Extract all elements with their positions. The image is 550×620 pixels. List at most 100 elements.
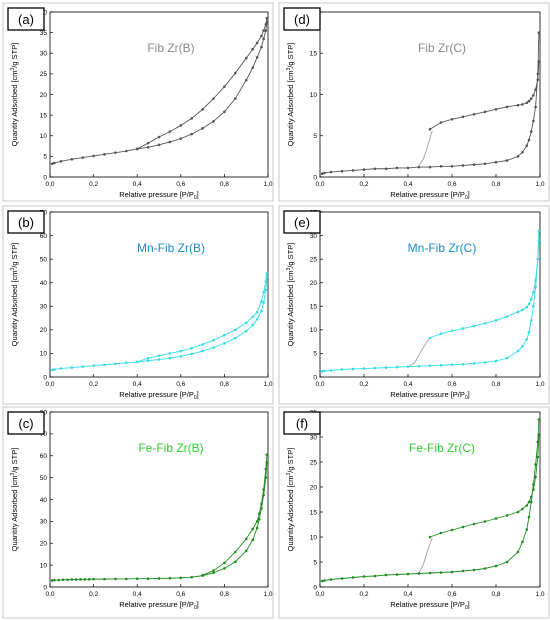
data-point xyxy=(537,60,541,63)
y-tick-label: 20 xyxy=(40,541,48,548)
data-point xyxy=(351,576,355,579)
data-point xyxy=(439,363,443,367)
data-point xyxy=(157,143,161,147)
data-point xyxy=(483,520,487,523)
y-tick-label: 0 xyxy=(43,374,47,381)
y-axis-label: Quantity Adsorbed [cm3/g STP] xyxy=(286,243,295,347)
data-point xyxy=(61,578,65,582)
data-point xyxy=(223,85,226,88)
data-point xyxy=(450,363,454,367)
y-tick-label: 30 xyxy=(310,434,318,441)
data-point xyxy=(262,29,265,32)
data-point xyxy=(262,290,265,294)
data-point xyxy=(373,574,377,578)
data-point xyxy=(439,164,443,168)
data-point xyxy=(146,356,150,360)
data-point xyxy=(483,162,487,166)
data-point xyxy=(516,550,520,554)
data-point xyxy=(264,288,268,292)
data-point xyxy=(428,336,432,340)
data-point xyxy=(251,538,255,542)
data-point xyxy=(516,310,520,314)
data-point xyxy=(417,165,421,169)
data-point xyxy=(223,341,226,345)
data-point xyxy=(234,97,237,100)
data-point xyxy=(244,56,248,60)
data-point xyxy=(234,560,237,564)
data-point xyxy=(81,365,84,368)
chart-title: Fib Zr(C) xyxy=(418,41,466,55)
data-point xyxy=(450,164,454,168)
data-point xyxy=(212,338,215,342)
x-tick-label: 0,0 xyxy=(315,181,324,188)
data-point xyxy=(320,370,324,373)
data-point xyxy=(53,578,56,582)
data-point xyxy=(516,510,520,514)
y-tick-label: 10 xyxy=(310,534,318,541)
data-point xyxy=(168,576,172,580)
data-point xyxy=(190,346,193,350)
data-point xyxy=(146,146,150,149)
y-tick-label: 20 xyxy=(310,484,318,491)
y-tick-label: 0 xyxy=(313,584,317,591)
data-point xyxy=(395,573,399,576)
y-tick-label: 40 xyxy=(40,280,48,287)
data-point xyxy=(439,332,443,335)
x-tick-label: 0,8 xyxy=(220,381,229,388)
data-point xyxy=(234,71,237,75)
data-point xyxy=(472,522,476,526)
x-axis-label: Relative pressure [P/P0] xyxy=(390,600,470,611)
x-tick-label: 0,0 xyxy=(315,591,324,598)
x-tick-label: 0,0 xyxy=(45,181,54,188)
data-point xyxy=(340,368,344,371)
data-point xyxy=(264,23,268,26)
data-point xyxy=(212,346,215,349)
panel-label: (a) xyxy=(18,12,34,27)
data-point xyxy=(373,167,377,171)
data-point xyxy=(255,317,259,321)
data-point xyxy=(340,577,344,580)
data-point xyxy=(179,124,183,127)
y-axis-label: Quantity Adsorbed [cm3/g STP] xyxy=(10,448,19,552)
data-point xyxy=(450,117,454,121)
y-tick-label: 10 xyxy=(40,562,48,569)
y-tick-label: 0 xyxy=(313,374,317,381)
data-point xyxy=(135,147,139,151)
panel-label-box xyxy=(283,411,321,435)
data-point xyxy=(529,500,533,504)
y-tick-label: 25 xyxy=(310,459,318,466)
data-point xyxy=(505,315,509,318)
panel-frame xyxy=(278,2,550,202)
data-point xyxy=(472,163,476,166)
panel-label: (b) xyxy=(18,215,34,230)
y-axis-label: Quantity Adsorbed [cm3/g STP] xyxy=(10,243,19,347)
y-tick-label: 50 xyxy=(40,256,48,263)
x-tick-label: 0,4 xyxy=(403,591,412,598)
panel-a: 0,00,20,40,60,81,00510152025303540Relati… xyxy=(2,2,274,202)
y-tick-label: 70 xyxy=(40,431,48,438)
x-tick-label: 0,2 xyxy=(359,591,368,598)
x-tick-label: 0,8 xyxy=(491,181,500,188)
panel-c: 0,00,20,40,60,81,001020304050607080Relat… xyxy=(2,406,274,619)
data-point xyxy=(527,330,531,334)
data-point xyxy=(323,171,326,175)
data-point xyxy=(362,168,366,171)
data-point xyxy=(81,156,84,159)
chart-title: Fe-Fib Zr(C) xyxy=(409,441,475,455)
data-point xyxy=(53,161,56,165)
y-tick-label: 15 xyxy=(40,112,48,119)
data-point xyxy=(494,517,498,520)
data-point xyxy=(428,535,432,539)
data-point xyxy=(505,514,509,517)
data-point xyxy=(201,108,204,111)
x-tick-label: 0,2 xyxy=(89,591,98,598)
data-point xyxy=(537,31,541,34)
series-line-adsorption xyxy=(322,419,540,582)
y-tick-label: 15 xyxy=(310,304,318,311)
data-point xyxy=(428,571,432,575)
transition-guide-line xyxy=(407,336,431,368)
data-point xyxy=(59,160,63,163)
data-point xyxy=(114,577,117,581)
data-point xyxy=(50,162,54,166)
panel-label-box xyxy=(7,210,45,234)
